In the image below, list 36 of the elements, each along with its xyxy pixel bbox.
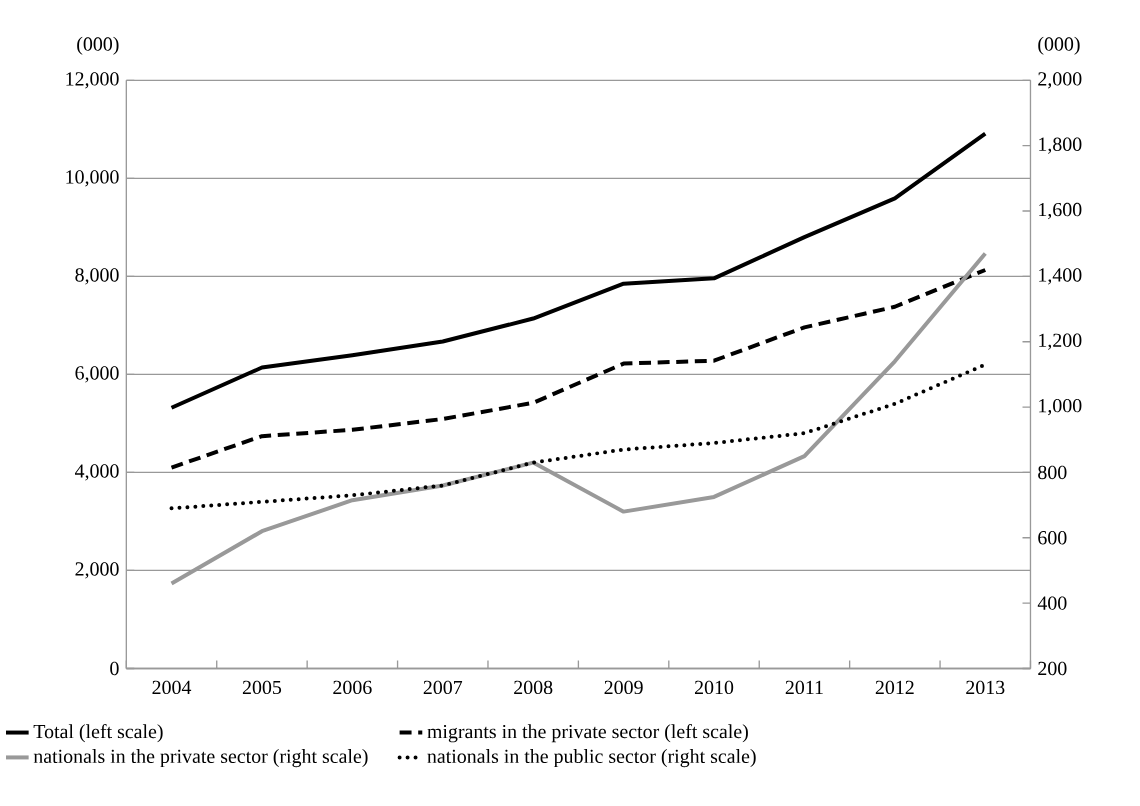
- y2-tick-label: 1,000: [1039, 398, 1082, 416]
- x-tick-label: 2011: [785, 680, 823, 695]
- x-tick-label: 2010: [694, 680, 734, 695]
- legend-label: nationals in the private sector (right scale): [33, 749, 368, 768]
- x-tick-label: 2013: [966, 680, 1005, 695]
- y-tick-label: 12,000: [66, 72, 119, 89]
- y2-tick-label: 1,200: [1039, 333, 1082, 350]
- legend-label: migrants in the private sector (left scale): [427, 724, 748, 743]
- y-tick-label: 2,000: [75, 562, 119, 579]
- y2-tick-label: 1,600: [1039, 202, 1082, 220]
- y2-tick-label: 600: [1038, 531, 1067, 545]
- x-tick-label: 2008: [514, 680, 553, 695]
- line-series: [169, 268, 988, 470]
- legend-label: nationals in the public sector (right scale): [427, 749, 756, 768]
- y2-tick-label: 1,800: [1039, 137, 1082, 154]
- y-tick-label: 10,000: [66, 170, 119, 187]
- line-series: [169, 131, 988, 410]
- y-tick-label: 0: [110, 661, 119, 676]
- y2-axis-title: (000): [1038, 36, 1080, 55]
- y2-tick-label: 200: [1038, 661, 1067, 676]
- x-tick-label: 2012: [875, 680, 914, 695]
- x-tick-label: 2005: [242, 680, 282, 695]
- y-tick-label: 8,000: [75, 268, 119, 285]
- y-tick-label: 6,000: [75, 366, 119, 383]
- legend-label: Total (left scale): [33, 724, 163, 743]
- y2-tick-label: 2,000: [1038, 72, 1082, 89]
- x-tick-label: 2007: [423, 680, 463, 695]
- x-tick-label: 2009: [604, 680, 643, 695]
- y2-tick-label: 1,400: [1039, 268, 1082, 285]
- line-series: [169, 251, 988, 586]
- y-tick-label: 4,000: [75, 464, 119, 481]
- x-tick-label: 2004: [152, 680, 192, 695]
- y-axis-title: (000): [77, 36, 119, 55]
- x-tick-label: 2006: [333, 680, 372, 695]
- y2-tick-label: 800: [1038, 465, 1067, 480]
- y2-tick-label: 400: [1037, 596, 1067, 610]
